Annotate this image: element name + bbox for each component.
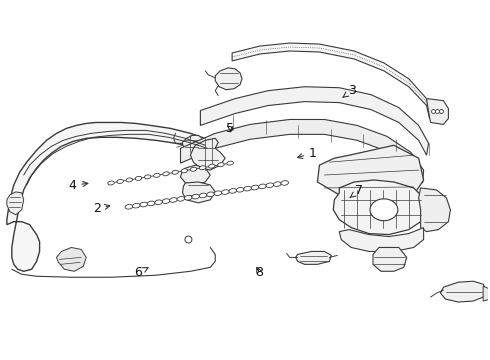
Polygon shape xyxy=(180,165,210,185)
Text: 4: 4 xyxy=(69,179,88,192)
Ellipse shape xyxy=(266,183,273,188)
Text: 7: 7 xyxy=(350,184,363,197)
Ellipse shape xyxy=(181,169,188,173)
Ellipse shape xyxy=(163,172,169,176)
Ellipse shape xyxy=(132,203,140,208)
Ellipse shape xyxy=(125,204,133,209)
Ellipse shape xyxy=(281,181,289,185)
Ellipse shape xyxy=(192,194,199,199)
Polygon shape xyxy=(182,135,202,152)
Ellipse shape xyxy=(126,178,133,182)
Ellipse shape xyxy=(199,193,207,198)
Ellipse shape xyxy=(145,175,151,179)
Polygon shape xyxy=(418,188,450,231)
Ellipse shape xyxy=(199,166,206,170)
Ellipse shape xyxy=(273,182,281,186)
Ellipse shape xyxy=(108,181,114,185)
Ellipse shape xyxy=(370,199,398,221)
Ellipse shape xyxy=(207,192,214,197)
Polygon shape xyxy=(215,68,242,90)
Ellipse shape xyxy=(170,198,177,202)
Polygon shape xyxy=(7,192,24,215)
Text: 2: 2 xyxy=(93,202,110,215)
Ellipse shape xyxy=(251,185,259,190)
Ellipse shape xyxy=(221,190,229,194)
Ellipse shape xyxy=(155,200,162,204)
Text: 5: 5 xyxy=(226,122,234,135)
Ellipse shape xyxy=(184,195,192,200)
Text: 1: 1 xyxy=(297,147,317,160)
Ellipse shape xyxy=(177,197,185,201)
Ellipse shape xyxy=(259,184,266,189)
Ellipse shape xyxy=(147,201,155,206)
Polygon shape xyxy=(339,228,424,251)
Circle shape xyxy=(440,109,443,113)
Text: 3: 3 xyxy=(343,84,356,98)
Polygon shape xyxy=(318,145,424,200)
Polygon shape xyxy=(182,182,215,203)
Ellipse shape xyxy=(190,167,196,171)
Text: 8: 8 xyxy=(256,266,264,279)
Circle shape xyxy=(185,236,192,243)
Polygon shape xyxy=(180,120,424,183)
Circle shape xyxy=(432,109,436,113)
Ellipse shape xyxy=(162,199,170,203)
Ellipse shape xyxy=(153,174,160,177)
Ellipse shape xyxy=(135,176,142,180)
Polygon shape xyxy=(441,281,486,302)
Polygon shape xyxy=(56,247,86,271)
Polygon shape xyxy=(373,247,407,271)
Polygon shape xyxy=(232,43,431,118)
Circle shape xyxy=(436,109,440,113)
Ellipse shape xyxy=(140,202,147,207)
Ellipse shape xyxy=(218,163,224,167)
Polygon shape xyxy=(427,99,448,125)
Ellipse shape xyxy=(214,191,221,195)
Polygon shape xyxy=(200,87,429,155)
Ellipse shape xyxy=(172,170,178,174)
Polygon shape xyxy=(483,286,490,301)
Ellipse shape xyxy=(244,186,251,191)
Polygon shape xyxy=(333,180,427,235)
Ellipse shape xyxy=(236,188,244,192)
Polygon shape xyxy=(295,251,331,264)
Text: 6: 6 xyxy=(134,266,148,279)
Polygon shape xyxy=(191,138,225,170)
Ellipse shape xyxy=(227,161,233,165)
Ellipse shape xyxy=(229,189,237,193)
Ellipse shape xyxy=(117,180,123,184)
Polygon shape xyxy=(7,122,210,271)
Ellipse shape xyxy=(209,164,215,168)
